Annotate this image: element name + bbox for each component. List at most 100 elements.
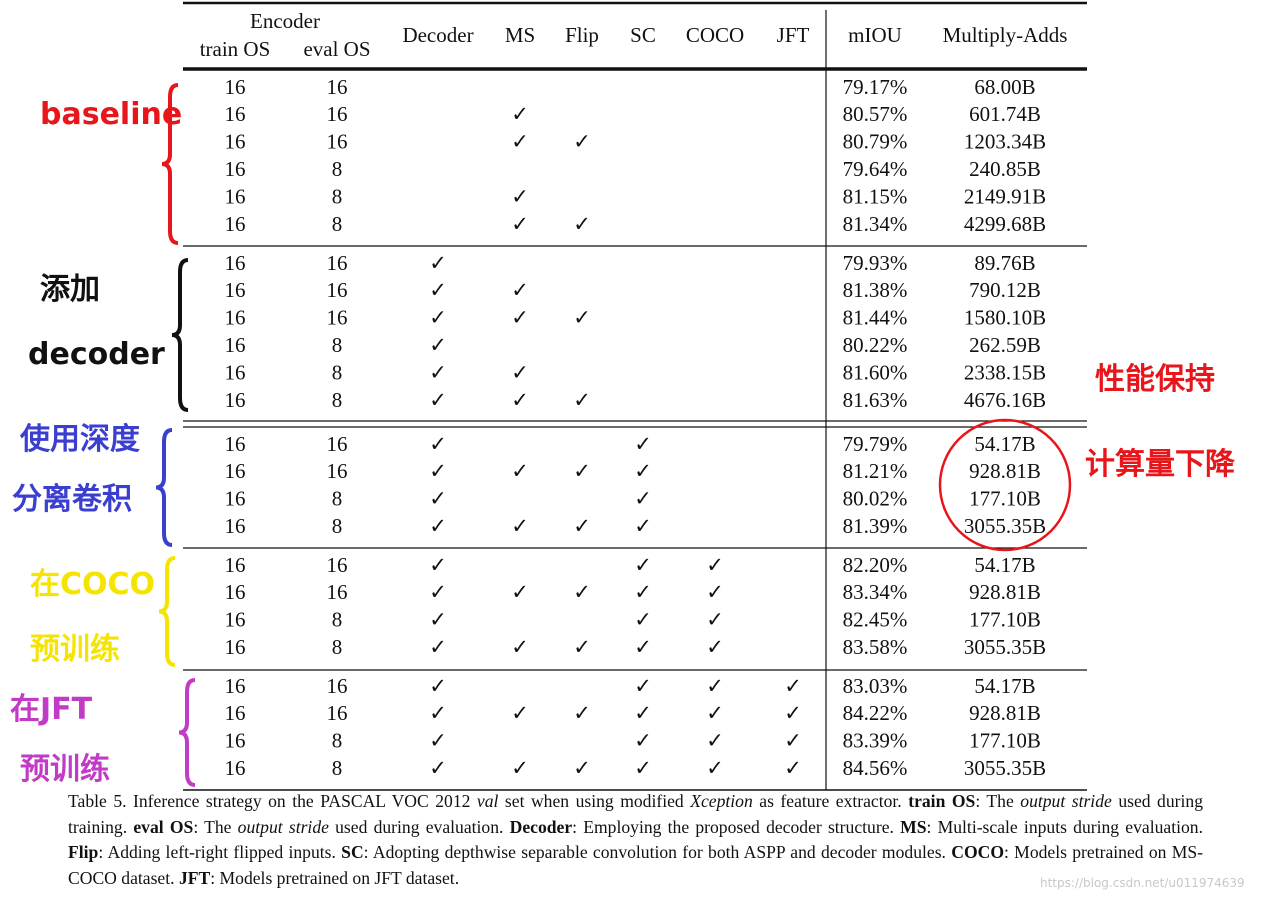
check-mark: ✓ — [429, 388, 447, 412]
cell: 79.64% — [843, 157, 908, 181]
cell: 16 — [225, 514, 246, 538]
check-mark: ✓ — [634, 674, 652, 698]
cell: 16 — [225, 130, 246, 154]
check-mark: ✓ — [573, 701, 591, 725]
cell: 4299.68B — [964, 212, 1046, 236]
cell: 8 — [332, 756, 343, 780]
cell: 82.20% — [843, 553, 908, 577]
cell: 240.85B — [969, 157, 1041, 181]
caption-segment: Decoder — [509, 816, 573, 837]
caption-segment: : Models pretrained on JFT dataset. — [210, 867, 460, 888]
header-cell: eval OS — [303, 37, 370, 61]
cell: 16 — [327, 553, 348, 577]
handwritten-note: 在JFT 预训练 — [10, 692, 110, 787]
check-mark: ✓ — [634, 459, 652, 483]
cell: 16 — [225, 157, 246, 181]
cell: 16 — [225, 306, 246, 330]
cell: 16 — [225, 487, 246, 511]
cell: 16 — [225, 580, 246, 604]
caption-segment: used during training. — [68, 791, 1203, 837]
cell: 16 — [327, 580, 348, 604]
check-mark: ✓ — [634, 432, 652, 456]
cell: 1580.10B — [964, 306, 1046, 330]
check-mark: ✓ — [706, 701, 724, 725]
cell: 16 — [225, 251, 246, 275]
header-cell: MS — [505, 23, 535, 47]
check-mark: ✓ — [634, 701, 652, 725]
handwritten-line: 性能保持 — [1095, 362, 1215, 397]
handwritten-line: 在JFT — [10, 692, 93, 727]
handwritten-note: 在COCO 预训练 — [30, 567, 155, 667]
cell: 8 — [332, 514, 343, 538]
cell: 54.17B — [974, 674, 1035, 698]
cell: 81.38% — [843, 278, 908, 302]
cell: 8 — [332, 729, 343, 753]
caption-segment: val — [476, 791, 499, 811]
cell: 8 — [332, 608, 343, 632]
cell: 80.22% — [843, 333, 908, 357]
check-mark: ✓ — [511, 514, 529, 538]
cell: 177.10B — [969, 729, 1041, 753]
cell: 8 — [332, 333, 343, 357]
cell: 79.79% — [843, 432, 908, 456]
cell: 79.17% — [843, 75, 908, 99]
cell: 81.63% — [843, 388, 908, 412]
check-mark: ✓ — [573, 580, 591, 604]
cell: 16 — [327, 701, 348, 725]
check-mark: ✓ — [429, 674, 447, 698]
caption-segment: MS — [900, 816, 927, 837]
cell: 790.12B — [969, 278, 1041, 302]
cell: 3055.35B — [964, 635, 1046, 659]
cell: 83.03% — [843, 674, 908, 698]
caption-segment: : Employing the proposed decoder structu… — [572, 816, 901, 837]
caption-segment: : The — [975, 791, 1021, 811]
check-mark: ✓ — [634, 608, 652, 632]
caption-segment: Xception — [690, 791, 753, 811]
cell: 83.58% — [843, 635, 908, 659]
check-mark: ✓ — [706, 756, 724, 780]
cell: 928.81B — [969, 701, 1041, 725]
cell: 16 — [225, 701, 246, 725]
check-mark: ✓ — [429, 701, 447, 725]
cell: 8 — [332, 635, 343, 659]
cell: 81.39% — [843, 514, 908, 538]
check-mark: ✓ — [573, 306, 591, 330]
handwritten-line: decoder — [28, 337, 165, 372]
cell: 8 — [332, 212, 343, 236]
handwritten-line: 预训练 — [30, 632, 120, 667]
check-mark: ✓ — [634, 514, 652, 538]
cell: 16 — [225, 75, 246, 99]
check-mark: ✓ — [511, 635, 529, 659]
cell: 3055.35B — [964, 514, 1046, 538]
check-mark: ✓ — [511, 278, 529, 302]
check-mark: ✓ — [511, 459, 529, 483]
cell: 16 — [327, 432, 348, 456]
cell: 54.17B — [974, 432, 1035, 456]
cell: 8 — [332, 157, 343, 181]
cell: 16 — [225, 608, 246, 632]
caption-segment: : Adding left-right flipped inputs. — [98, 842, 342, 863]
header-cell: Decoder — [402, 23, 473, 47]
check-mark: ✓ — [573, 635, 591, 659]
check-mark: ✓ — [429, 251, 447, 275]
cell: 81.21% — [843, 459, 908, 483]
check-mark: ✓ — [784, 756, 802, 780]
header-cell: Encoder — [250, 9, 320, 33]
header-cell: train OS — [200, 37, 271, 61]
check-mark: ✓ — [784, 674, 802, 698]
check-mark: ✓ — [706, 674, 724, 698]
check-mark: ✓ — [573, 514, 591, 538]
caption-segment: eval OS — [133, 816, 194, 837]
cell: 54.17B — [974, 553, 1035, 577]
handwritten-note: baseline — [40, 97, 182, 132]
check-mark: ✓ — [706, 580, 724, 604]
cell: 16 — [225, 459, 246, 483]
cell: 928.81B — [969, 580, 1041, 604]
cell: 80.02% — [843, 487, 908, 511]
check-mark: ✓ — [634, 487, 652, 511]
cell: 80.79% — [843, 130, 908, 154]
cell: 16 — [225, 333, 246, 357]
check-mark: ✓ — [706, 635, 724, 659]
